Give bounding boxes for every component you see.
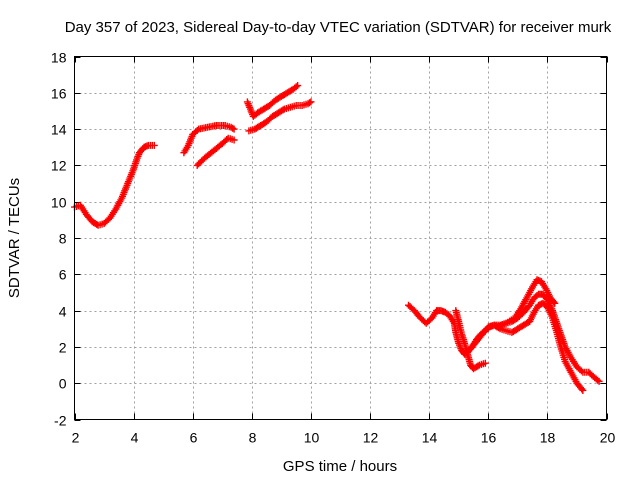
series-arc-5 <box>245 98 315 135</box>
data-point-markers <box>243 82 302 120</box>
x-tick-label: 16 <box>481 430 497 446</box>
x-tick-label: 12 <box>363 430 379 446</box>
y-tick-label: 4 <box>59 304 67 320</box>
series-arc-9 <box>493 276 559 331</box>
series-arc-3 <box>193 134 238 169</box>
data-point-markers <box>493 276 559 331</box>
data-marks <box>71 82 603 394</box>
series-arc-7 <box>452 307 489 373</box>
x-tick-label: 6 <box>190 430 198 446</box>
y-tick-label: 2 <box>59 340 67 356</box>
x-tick-label: 20 <box>600 430 616 446</box>
x-tick-label: 14 <box>422 430 438 446</box>
y-tick-label: -2 <box>54 413 67 429</box>
y-tick-label: 6 <box>59 267 67 283</box>
y-axis-ticks: -2 0 2 4 6 8 10 12 14 16 18 <box>51 50 607 429</box>
x-tick-label: 8 <box>249 430 257 446</box>
y-tick-label: 0 <box>59 376 67 392</box>
data-point-markers <box>71 141 158 229</box>
x-tick-label: 4 <box>131 430 139 446</box>
data-point-markers <box>193 134 238 169</box>
chart-title: Day 357 of 2023, Sidereal Day-to-day VTE… <box>65 19 612 36</box>
data-point-markers <box>452 307 489 373</box>
data-point-markers <box>180 122 238 157</box>
series-arc-1 <box>71 141 158 229</box>
x-axis-label: GPS time / hours <box>283 458 397 475</box>
y-axis-label: SDTVAR / TECUs <box>6 178 23 298</box>
x-axis-ticks: 2 4 6 8 10 12 14 16 18 20 <box>72 56 616 446</box>
y-tick-label: 8 <box>59 231 67 247</box>
grid <box>74 56 607 420</box>
y-tick-label: 18 <box>51 50 67 66</box>
plot-border <box>74 56 607 420</box>
x-tick-label: 2 <box>72 430 80 446</box>
data-point-markers <box>245 98 315 135</box>
x-tick-label: 10 <box>304 430 320 446</box>
series-arc-2 <box>180 122 238 157</box>
y-tick-label: 14 <box>51 122 67 138</box>
series-arc-4 <box>243 82 302 120</box>
y-tick-label: 16 <box>51 86 67 102</box>
y-tick-label: 12 <box>51 158 67 174</box>
y-tick-label: 10 <box>51 195 67 211</box>
x-tick-label: 18 <box>540 430 556 446</box>
